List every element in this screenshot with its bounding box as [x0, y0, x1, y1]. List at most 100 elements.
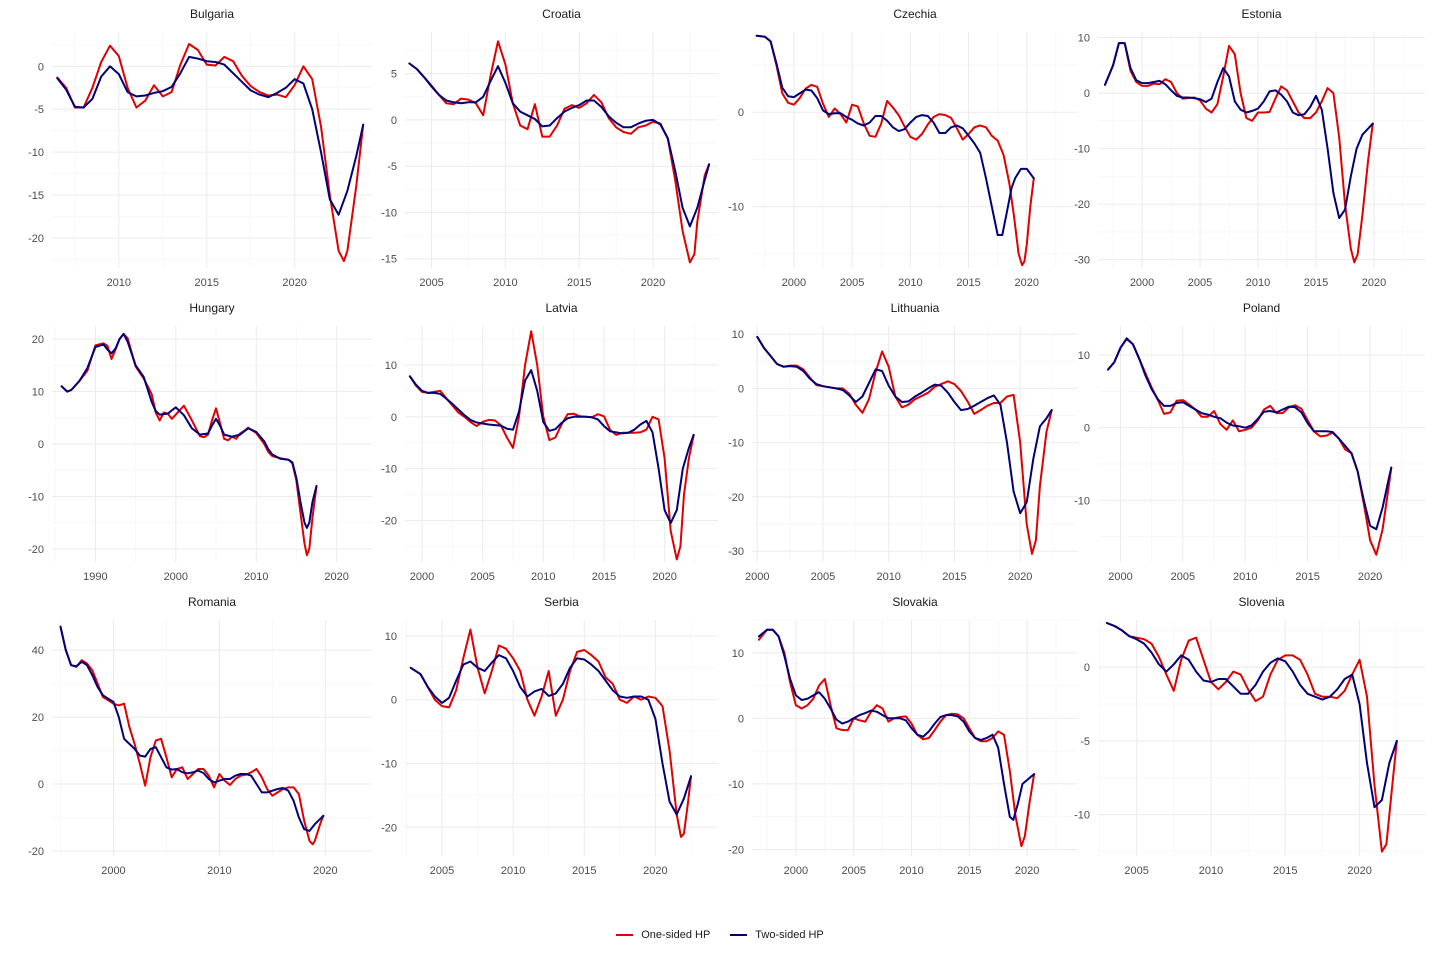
y-tick-label: 0 — [1084, 88, 1090, 100]
x-tick-label: 2015 — [194, 277, 218, 289]
x-tick-label: 2015 — [572, 865, 596, 877]
series-line-two-sided-czechia — [755, 34, 1035, 236]
x-tick-label: 2010 — [899, 865, 923, 877]
y-tick-label: 0 — [1084, 662, 1090, 674]
legend-swatch-two-sided — [730, 934, 748, 936]
x-tick-label: 2005 — [470, 571, 494, 583]
y-tick-label: 10 — [32, 387, 44, 399]
legend-label-one-sided: One-sided HP — [641, 929, 711, 941]
y-tick-label: -5 — [387, 161, 397, 173]
y-tick-label: 0 — [1084, 423, 1090, 435]
y-tick-label: -10 — [728, 202, 744, 214]
y-tick-label: 10 — [732, 329, 744, 341]
y-tick-label: -10 — [28, 147, 44, 159]
series-line-one-sided-hungary — [60, 332, 318, 557]
series-line-two-sided-latvia — [408, 369, 695, 525]
series-line-one-sided-croatia — [408, 40, 711, 264]
x-tick-label: 2005 — [1171, 571, 1195, 583]
y-tick-label: 0 — [391, 412, 397, 424]
y-tick-label: -10 — [1074, 810, 1090, 822]
y-tick-label: -20 — [28, 846, 44, 858]
panel-title-czechia: Czechia — [893, 7, 937, 21]
series-line-one-sided-latvia — [408, 330, 695, 561]
y-tick-label: -10 — [728, 438, 744, 450]
y-tick-label: -10 — [1074, 495, 1090, 507]
x-tick-label: 2010 — [207, 865, 231, 877]
x-tick-label: 2010 — [493, 277, 517, 289]
y-tick-label: 0 — [38, 61, 44, 73]
x-tick-label: 2015 — [1304, 277, 1328, 289]
y-tick-label: -10 — [28, 491, 44, 503]
y-tick-label: -10 — [381, 207, 397, 219]
x-tick-label: 2010 — [1246, 277, 1270, 289]
series-line-two-sided-slovenia — [1105, 622, 1398, 809]
legend-swatch-one-sided — [616, 934, 634, 936]
series-line-two-sided-bulgaria — [56, 55, 365, 216]
series-line-one-sided-serbia — [409, 628, 692, 838]
y-tick-label: 40 — [32, 645, 44, 657]
y-tick-label: -20 — [28, 544, 44, 556]
x-tick-label: 2005 — [1188, 277, 1212, 289]
series-line-one-sided-poland — [1107, 338, 1393, 556]
panel-title-serbia: Serbia — [544, 595, 579, 609]
panel-bulgaria: Bulgaria 2010 2015 2020 0 -5 -10 -15 -20 — [28, 7, 372, 289]
y-tick-label: 0 — [38, 439, 44, 451]
series-line-two-sided-hungary — [60, 332, 318, 529]
y-tick-label: 0 — [38, 779, 44, 791]
x-tick-label: 2015 — [592, 571, 616, 583]
x-tick-label: 2020 — [313, 865, 337, 877]
y-tick-label: 0 — [391, 695, 397, 707]
y-tick-label: -10 — [728, 779, 744, 791]
y-tick-label: -5 — [34, 104, 44, 116]
series-line-one-sided-slovenia — [1105, 622, 1398, 853]
x-tick-label: 2020 — [1358, 571, 1382, 583]
y-tick-label: -20 — [381, 822, 397, 834]
x-tick-label: 2005 — [840, 277, 864, 289]
x-tick-label: 2015 — [1273, 865, 1297, 877]
series-line-one-sided-czechia — [755, 34, 1035, 267]
x-tick-label: 2000 — [410, 571, 434, 583]
panel-serbia: Serbia 2005 2010 2015 2020 10 0 -10 -20 — [381, 595, 718, 877]
y-tick-label: 0 — [391, 115, 397, 127]
y-tick-label: -20 — [728, 844, 744, 856]
panel-estonia: Estonia 2000 2005 2010 2015 2020 10 0 -10 -20 -30 — [1074, 7, 1425, 289]
x-tick-label: 2020 — [1347, 865, 1371, 877]
y-tick-label: 0 — [738, 713, 744, 725]
x-tick-label: 2015 — [956, 277, 980, 289]
y-tick-label: 10 — [1078, 350, 1090, 362]
x-tick-label: 2000 — [1108, 571, 1132, 583]
x-tick-label: 2010 — [107, 277, 131, 289]
x-tick-label: 2000 — [164, 571, 188, 583]
x-tick-label: 2005 — [419, 277, 443, 289]
y-tick-label: -10 — [381, 759, 397, 771]
panel-croatia: Croatia 2005 2010 2015 2020 5 0 -5 -10 -15 — [381, 7, 718, 289]
x-tick-label: 2020 — [324, 571, 348, 583]
y-tick-label: -10 — [1074, 144, 1090, 156]
panel-title-romania: Romania — [188, 595, 236, 609]
x-tick-label: 2020 — [282, 277, 306, 289]
y-tick-label: -5 — [1080, 736, 1090, 748]
y-tick-label: -20 — [1074, 199, 1090, 211]
x-tick-label: 2005 — [841, 865, 865, 877]
panel-latvia: Latvia 2000 2005 2010 2015 2020 10 0 -10 -20 — [381, 301, 718, 583]
x-tick-label: 2020 — [643, 865, 667, 877]
series-line-two-sided-romania — [59, 625, 325, 832]
y-tick-label: -20 — [381, 516, 397, 528]
x-tick-label: 2010 — [898, 277, 922, 289]
y-tick-label: -30 — [1074, 255, 1090, 267]
y-tick-label: 20 — [32, 712, 44, 724]
x-tick-label: 2010 — [531, 571, 555, 583]
panel-title-croatia: Croatia — [542, 7, 581, 21]
panel-lithuania: Lithuania 2000 2005 2010 2015 2020 10 0 -10 -20 -3… — [728, 301, 1078, 583]
x-tick-label: 2005 — [1124, 865, 1148, 877]
x-tick-label: 2015 — [957, 865, 981, 877]
y-tick-label: 10 — [385, 360, 397, 372]
series-line-two-sided-serbia — [409, 654, 692, 816]
x-tick-label: 2000 — [745, 571, 769, 583]
x-tick-label: 2010 — [501, 865, 525, 877]
panel-title-poland: Poland — [1243, 301, 1280, 315]
series-line-two-sided-croatia — [408, 62, 711, 228]
series-line-two-sided-poland — [1107, 337, 1393, 531]
